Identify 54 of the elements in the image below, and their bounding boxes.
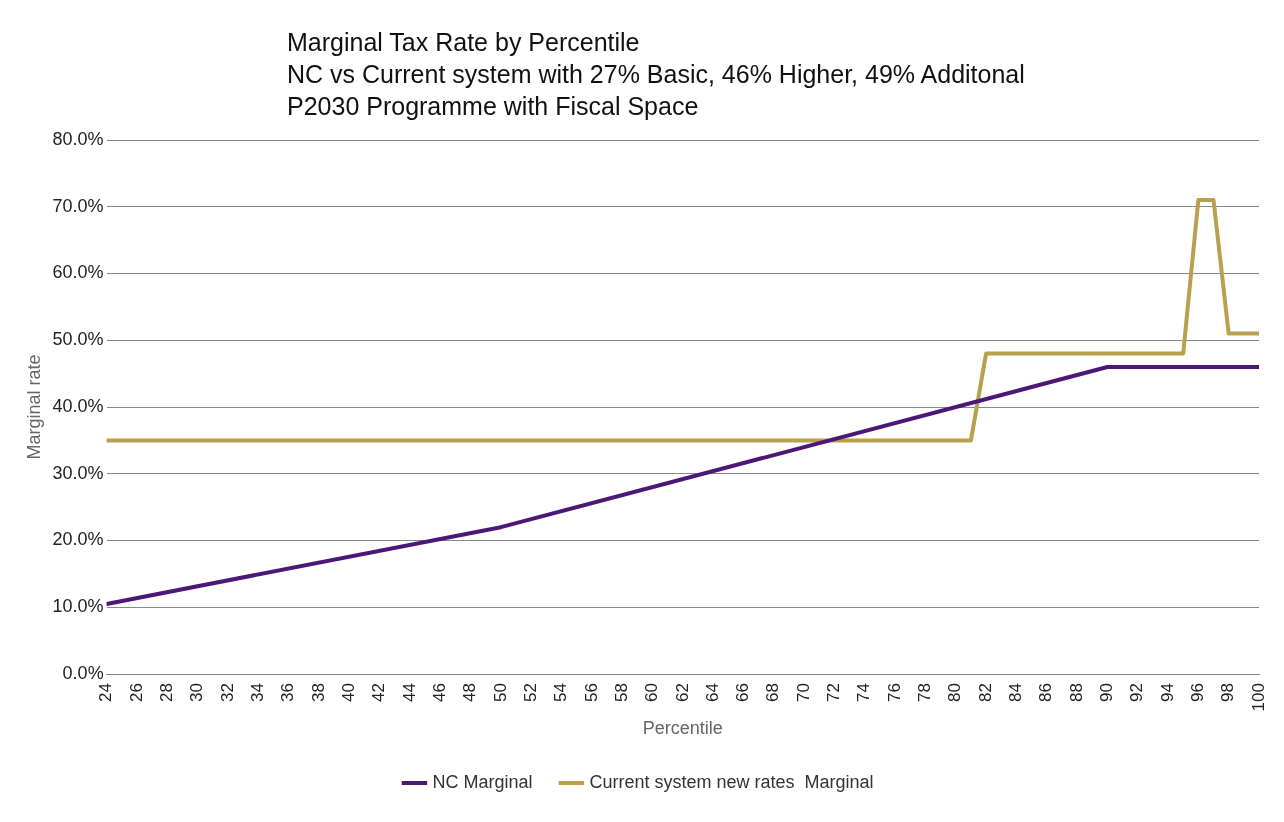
y-tick-label: 60.0% <box>52 262 104 283</box>
x-tick-label: 24 <box>96 683 116 702</box>
x-tick-label: 60 <box>642 683 662 702</box>
x-tick-label: 82 <box>975 683 995 702</box>
x-tick-label: 42 <box>369 683 389 702</box>
y-tick-label: 40.0% <box>52 395 104 416</box>
x-tick-label: 58 <box>611 683 631 702</box>
x-tick-label: 74 <box>854 683 874 702</box>
x-tick-label: 68 <box>763 683 783 702</box>
x-tick-label: 86 <box>1036 683 1056 702</box>
x-tick-label: 44 <box>399 683 419 702</box>
x-tick-label: 50 <box>490 683 510 702</box>
legend-label: NC Marginal <box>432 771 533 792</box>
x-tick-label: 56 <box>581 683 601 702</box>
y-axis-title: Marginal rate <box>23 354 44 460</box>
x-tick-label: 94 <box>1157 683 1177 702</box>
x-tick-label: 88 <box>1066 683 1086 702</box>
y-tick-label: 50.0% <box>52 329 104 350</box>
x-tick-label: 46 <box>429 683 449 702</box>
x-tick-label: 38 <box>308 683 328 702</box>
legend-label: Current system new rates Marginal <box>589 771 874 792</box>
x-tick-label: 40 <box>338 683 358 702</box>
x-tick-label: 84 <box>1006 683 1026 702</box>
x-tick-label: 48 <box>460 683 480 702</box>
x-tick-label: 64 <box>702 683 722 702</box>
x-tick-label: 90 <box>1097 683 1117 702</box>
x-tick-label: 62 <box>672 683 692 702</box>
chart-title: Marginal Tax Rate by Percentile <box>287 27 641 58</box>
x-tick-label: 80 <box>945 683 965 702</box>
x-tick-label: 34 <box>247 683 267 702</box>
x-tick-label: 28 <box>156 683 176 702</box>
x-tick-label: 92 <box>1127 683 1147 702</box>
y-tick-label: 20.0% <box>52 529 104 550</box>
x-tick-label: 36 <box>278 683 298 702</box>
x-tick-label: 72 <box>824 683 844 702</box>
x-tick-label: 96 <box>1188 683 1208 702</box>
x-tick-label: 98 <box>1218 683 1238 702</box>
x-tick-label: 100 <box>1248 683 1268 712</box>
x-axis-title: Percentile <box>642 718 723 739</box>
x-tick-label: 30 <box>187 683 207 702</box>
x-tick-label: 32 <box>217 683 237 702</box>
x-tick-label: 54 <box>551 683 571 702</box>
y-tick-label: 0.0% <box>62 663 104 684</box>
x-tick-label: 70 <box>793 683 813 702</box>
y-tick-label: 10.0% <box>52 596 104 617</box>
chart-subtitle: NC vs Current system with 27% Basic, 46% Higher, 49% Additonal P2030 Programme with Fiscal Space <box>287 59 1025 122</box>
y-tick-label: 80.0% <box>52 128 104 149</box>
x-tick-label: 66 <box>733 683 753 702</box>
x-tick-label: 26 <box>126 683 146 702</box>
x-tick-label: 76 <box>884 683 904 702</box>
x-tick-label: 78 <box>915 683 935 702</box>
x-tick-label: 52 <box>520 683 540 702</box>
y-tick-label: 30.0% <box>52 462 104 483</box>
y-tick-label: 70.0% <box>52 195 104 216</box>
